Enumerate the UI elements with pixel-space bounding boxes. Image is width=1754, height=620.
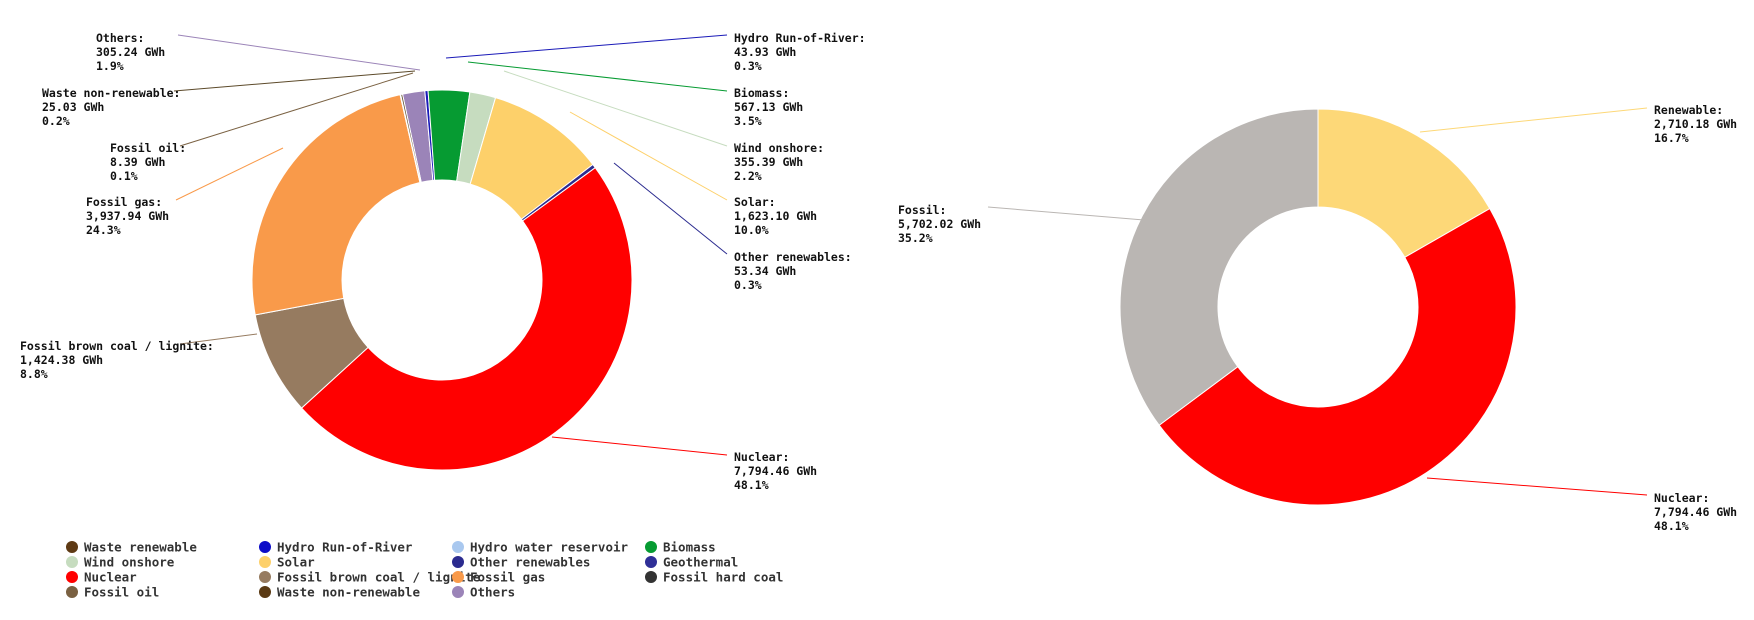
leader-line-hydro_ror	[445, 34, 728, 59]
label-gas: Fossil gas: 3,937.94 GWh 24.3%	[86, 195, 169, 237]
legend-swatch	[645, 571, 657, 583]
legend-item-others[interactable]: Others	[452, 585, 515, 600]
legend-item-biomass[interactable]: Biomass	[645, 540, 716, 555]
legend-label: Fossil gas	[470, 570, 545, 585]
legend-item-fossil-brown-coal-lignite[interactable]: Fossil brown coal / lignite	[259, 570, 481, 585]
slice-gas	[251, 94, 421, 316]
leader-line-nuclear	[551, 436, 728, 456]
slice-nuclear	[300, 166, 633, 471]
legend-swatch	[66, 556, 78, 568]
legend-swatch	[66, 586, 78, 598]
legend-label: Fossil hard coal	[663, 570, 783, 585]
legend-swatch	[645, 541, 657, 553]
leader-line-other_renewables	[613, 162, 728, 255]
legend-swatch	[452, 556, 464, 568]
legend-swatch	[645, 556, 657, 568]
legend-item-other-renewables[interactable]: Other renewables	[452, 555, 590, 570]
leader-line-others	[177, 34, 421, 71]
label-nuclear: Nuclear: 7,794.46 GWh 48.1%	[1654, 491, 1737, 533]
legend-item-fossil-oil[interactable]: Fossil oil	[66, 585, 159, 600]
category-slices	[1119, 108, 1517, 506]
legend-label: Fossil oil	[84, 585, 159, 600]
legend-label: Biomass	[663, 540, 716, 555]
leader-line-renewable	[1419, 107, 1648, 133]
leader-line-solar	[569, 111, 728, 201]
legend-swatch	[452, 586, 464, 598]
slice-fossil	[1119, 108, 1319, 426]
leader-line-biomass	[467, 61, 728, 92]
slice-renewable	[1317, 108, 1491, 258]
legend-swatch	[452, 571, 464, 583]
legend-label: Hydro Run-of-River	[277, 540, 413, 555]
label-nuclear: Nuclear: 7,794.46 GWh 48.1%	[734, 450, 817, 492]
leader-line-wind_onshore	[503, 70, 728, 147]
label-hydro_ror: Hydro Run-of-River: 43.93 GWh 0.3%	[734, 31, 866, 73]
slice-labels: Others: 305.24 GWh 1.9% Hydro Run-of-River:…	[20, 31, 866, 492]
legend-label: Nuclear	[84, 570, 137, 585]
label-biomass: Biomass: 567.13 GWh 3.5%	[734, 86, 803, 128]
label-brown_coal: Fossil brown coal / lignite: 1,424.38 GWh…	[20, 339, 214, 381]
legend-label: Waste renewable	[84, 540, 197, 555]
legend-label: Others	[470, 585, 515, 600]
generation-by-source-donut: Others: 305.24 GWh 1.9% Hydro Run-of-River:…	[20, 31, 866, 492]
label-fossil: Fossil: 5,702.02 GWh 35.2%	[898, 203, 981, 245]
chart-legend: Waste renewable Hydro Run-of-River Hydro w…	[66, 540, 783, 600]
legend-swatch	[452, 541, 464, 553]
legend-swatch	[66, 541, 78, 553]
legend-label: Fossil brown coal / lignite	[277, 570, 481, 585]
leader-line-gas	[175, 147, 284, 201]
slice-nuclear	[1158, 207, 1517, 506]
leader-line-waste_nonrenewable	[173, 70, 416, 92]
label-leader-lines	[987, 107, 1648, 496]
legend-swatch	[259, 571, 271, 583]
legend-item-fossil-hard-coal[interactable]: Fossil hard coal	[645, 570, 783, 585]
leader-line-brown_coal	[179, 333, 258, 345]
label-others: Others: 305.24 GWh 1.9%	[96, 31, 165, 73]
legend-item-waste-non-renewable[interactable]: Waste non-renewable	[259, 585, 420, 600]
label-waste_nonrenewable: Waste non-renewable: 25.03 GWh 0.2%	[42, 86, 180, 128]
generation-by-category-donut: Renewable: 2,710.18 GWh 16.7% Nuclear: 7,794…	[898, 103, 1737, 533]
legend-item-hydro-water-reservoir[interactable]: Hydro water reservoir	[452, 540, 629, 555]
legend-label: Geothermal	[663, 555, 738, 570]
leader-line-oil	[179, 72, 414, 147]
legend-label: Hydro water reservoir	[470, 540, 629, 555]
label-other_renewables: Other renewables: 53.34 GWh 0.3%	[734, 250, 852, 292]
legend-label: Solar	[277, 555, 315, 570]
legend-swatch	[66, 571, 78, 583]
generation-slices	[251, 89, 633, 471]
slice-waste_nonrenewable	[400, 93, 422, 183]
legend-item-waste-renewable[interactable]: Waste renewable	[66, 540, 197, 555]
legend-item-wind-onshore[interactable]: Wind onshore	[66, 555, 175, 570]
legend-swatch	[259, 586, 271, 598]
leader-line-fossil	[987, 206, 1145, 221]
slice-labels: Renewable: 2,710.18 GWh 16.7% Nuclear: 7,794…	[898, 103, 1737, 533]
legend-item-geothermal[interactable]: Geothermal	[645, 555, 738, 570]
label-renewable: Renewable: 2,710.18 GWh 16.7%	[1654, 103, 1737, 145]
legend-label: Wind onshore	[84, 555, 175, 570]
legend-swatch	[259, 541, 271, 553]
legend-item-nuclear[interactable]: Nuclear	[66, 570, 137, 585]
legend-swatch	[259, 556, 271, 568]
leader-line-nuclear	[1426, 477, 1648, 496]
legend-label: Waste non-renewable	[277, 585, 420, 600]
legend-item-solar[interactable]: Solar	[259, 555, 315, 570]
label-leader-lines	[173, 34, 728, 456]
label-solar: Solar: 1,623.10 GWh 10.0%	[734, 195, 817, 237]
legend-item-hydro-run-of-river[interactable]: Hydro Run-of-River	[259, 540, 413, 555]
legend-label: Other renewables	[470, 555, 590, 570]
label-wind_onshore: Wind onshore: 355.39 GWh 2.2%	[734, 141, 824, 183]
legend-item-fossil-gas[interactable]: Fossil gas	[452, 570, 545, 585]
label-oil: Fossil oil: 8.39 GWh 0.1%	[110, 141, 186, 183]
